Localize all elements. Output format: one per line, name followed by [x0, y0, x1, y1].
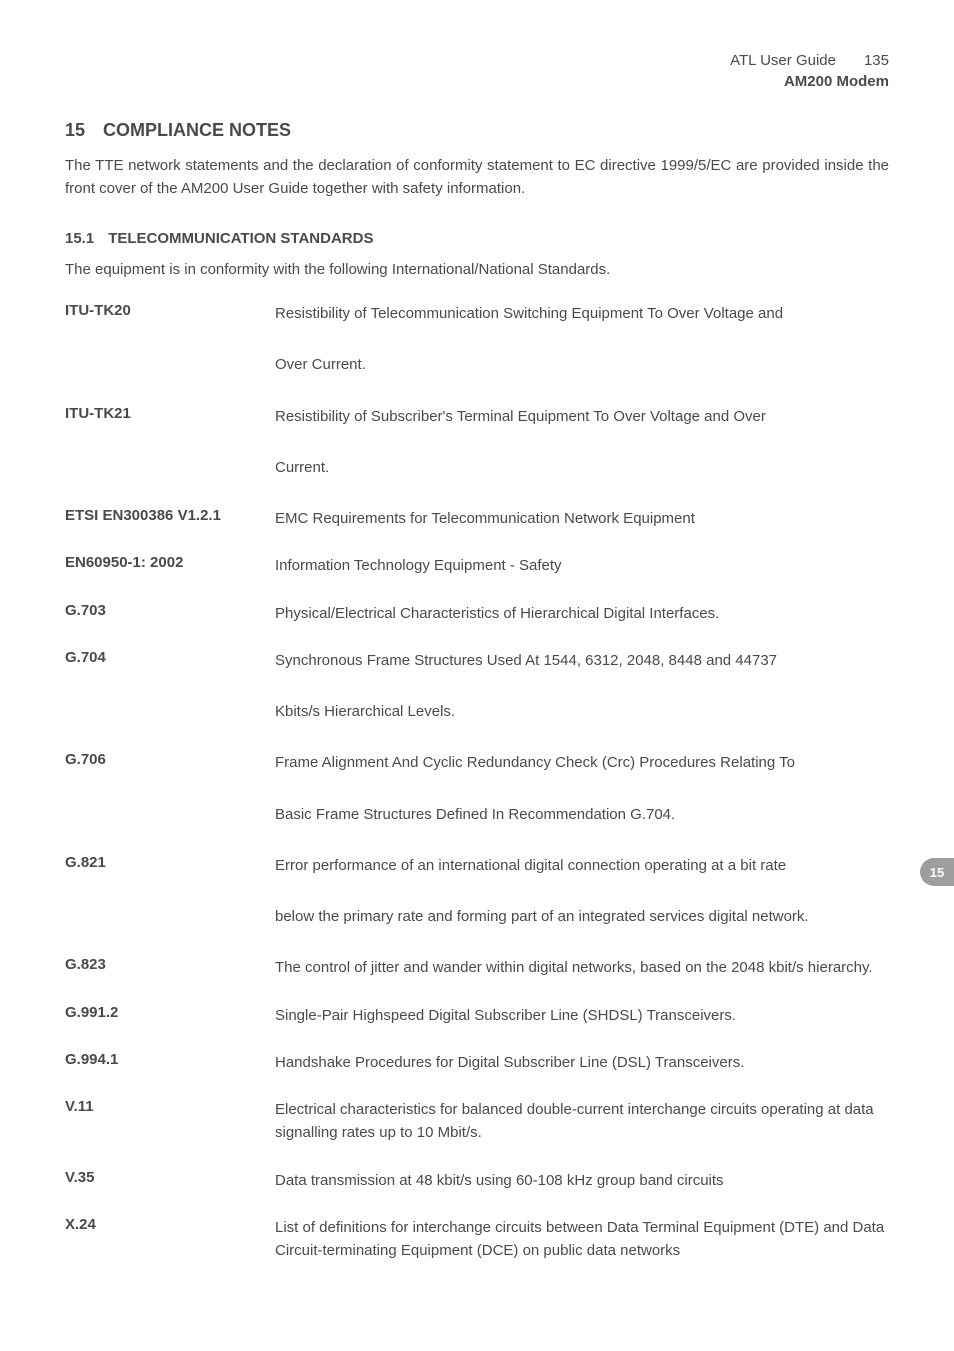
- standard-label: G.704: [65, 649, 275, 666]
- section-intro: The TTE network statements and the decla…: [65, 155, 889, 200]
- standard-label: G.706: [65, 751, 275, 768]
- standard-description: Basic Frame Structures Defined In Recomm…: [275, 803, 889, 826]
- page-number: 135: [864, 52, 889, 69]
- standard-description: Error performance of an international di…: [275, 854, 889, 877]
- standard-description: Resistibility of Telecommunication Switc…: [275, 302, 889, 325]
- standard-description: Frame Alignment And Cyclic Redundancy Ch…: [275, 751, 889, 774]
- page-header: ATL User Guide 135 AM200 Modem: [65, 50, 889, 92]
- section-number: 15: [65, 120, 85, 141]
- standard-label: V.35: [65, 1169, 275, 1186]
- standard-row: Kbits/s Hierarchical Levels.: [65, 700, 889, 723]
- standard-description: List of definitions for interchange circ…: [275, 1216, 889, 1263]
- standard-row: G.821Error performance of an internation…: [65, 854, 889, 877]
- page-content: ATL User Guide 135 AM200 Modem 15 COMPLIAN…: [0, 0, 954, 1326]
- standard-row: ETSI EN300386 V1.2.1EMC Requirements for…: [65, 507, 889, 530]
- standard-label: G.991.2: [65, 1004, 275, 1021]
- standard-row: G.823The control of jitter and wander wi…: [65, 956, 889, 979]
- standard-description: Handshake Procedures for Digital Subscri…: [275, 1051, 889, 1074]
- standard-row: ITU-TK21Resistibility of Subscriber's Te…: [65, 405, 889, 428]
- standard-description: Resistibility of Subscriber's Terminal E…: [275, 405, 889, 428]
- standards-table: ITU-TK20Resistibility of Telecommunicati…: [65, 302, 889, 1262]
- header-line-1: ATL User Guide 135: [65, 50, 889, 71]
- standard-row: X.24List of definitions for interchange …: [65, 1216, 889, 1263]
- standard-row: V.35Data transmission at 48 kbit/s using…: [65, 1169, 889, 1192]
- standard-description: EMC Requirements for Telecommunication N…: [275, 507, 889, 530]
- standard-description: Over Current.: [275, 353, 889, 376]
- standard-label: G.703: [65, 602, 275, 619]
- subsection-number: 15.1: [65, 230, 94, 247]
- standard-row: G.706Frame Alignment And Cyclic Redundan…: [65, 751, 889, 774]
- standard-description: Information Technology Equipment - Safet…: [275, 554, 889, 577]
- side-tab: 15: [920, 858, 954, 886]
- standard-label: ITU-TK20: [65, 302, 275, 319]
- standard-row: Over Current.: [65, 353, 889, 376]
- standard-label: ITU-TK21: [65, 405, 275, 422]
- standard-description: below the primary rate and forming part …: [275, 905, 889, 928]
- standard-row: G.704Synchronous Frame Structures Used A…: [65, 649, 889, 672]
- standard-description: Current.: [275, 456, 889, 479]
- standard-row: V.11Electrical characteristics for balan…: [65, 1098, 889, 1145]
- standard-description: Data transmission at 48 kbit/s using 60-…: [275, 1169, 889, 1192]
- guide-title: ATL User Guide: [730, 52, 836, 69]
- standard-description: Kbits/s Hierarchical Levels.: [275, 700, 889, 723]
- standard-row: ITU-TK20Resistibility of Telecommunicati…: [65, 302, 889, 325]
- subsection-title: 15.1 TELECOMMUNICATION STANDARDS: [65, 230, 889, 247]
- standard-description: The control of jitter and wander within …: [275, 956, 889, 979]
- standard-row: EN60950-1: 2002Information Technology Eq…: [65, 554, 889, 577]
- product-name: AM200 Modem: [65, 71, 889, 92]
- standard-row: below the primary rate and forming part …: [65, 905, 889, 928]
- standard-row: G.991.2Single-Pair Highspeed Digital Sub…: [65, 1004, 889, 1027]
- standard-description: Single-Pair Highspeed Digital Subscriber…: [275, 1004, 889, 1027]
- standard-label: EN60950-1: 2002: [65, 554, 275, 571]
- standard-label: ETSI EN300386 V1.2.1: [65, 507, 275, 524]
- standard-label: G.994.1: [65, 1051, 275, 1068]
- standard-label: G.823: [65, 956, 275, 973]
- standard-row: Current.: [65, 456, 889, 479]
- standard-row: Basic Frame Structures Defined In Recomm…: [65, 803, 889, 826]
- standard-description: Electrical characteristics for balanced …: [275, 1098, 889, 1145]
- section-title-text: COMPLIANCE NOTES: [103, 120, 291, 140]
- standard-label: G.821: [65, 854, 275, 871]
- standard-label: X.24: [65, 1216, 275, 1233]
- subsection-title-text: TELECOMMUNICATION STANDARDS: [108, 230, 373, 247]
- standard-description: Synchronous Frame Structures Used At 154…: [275, 649, 889, 672]
- standard-description: Physical/Electrical Characteristics of H…: [275, 602, 889, 625]
- section-title: 15 COMPLIANCE NOTES: [65, 120, 889, 141]
- subsection-intro: The equipment is in conformity with the …: [65, 261, 889, 278]
- standard-label: V.11: [65, 1098, 275, 1115]
- standard-row: G.994.1Handshake Procedures for Digital …: [65, 1051, 889, 1074]
- standard-row: G.703Physical/Electrical Characteristics…: [65, 602, 889, 625]
